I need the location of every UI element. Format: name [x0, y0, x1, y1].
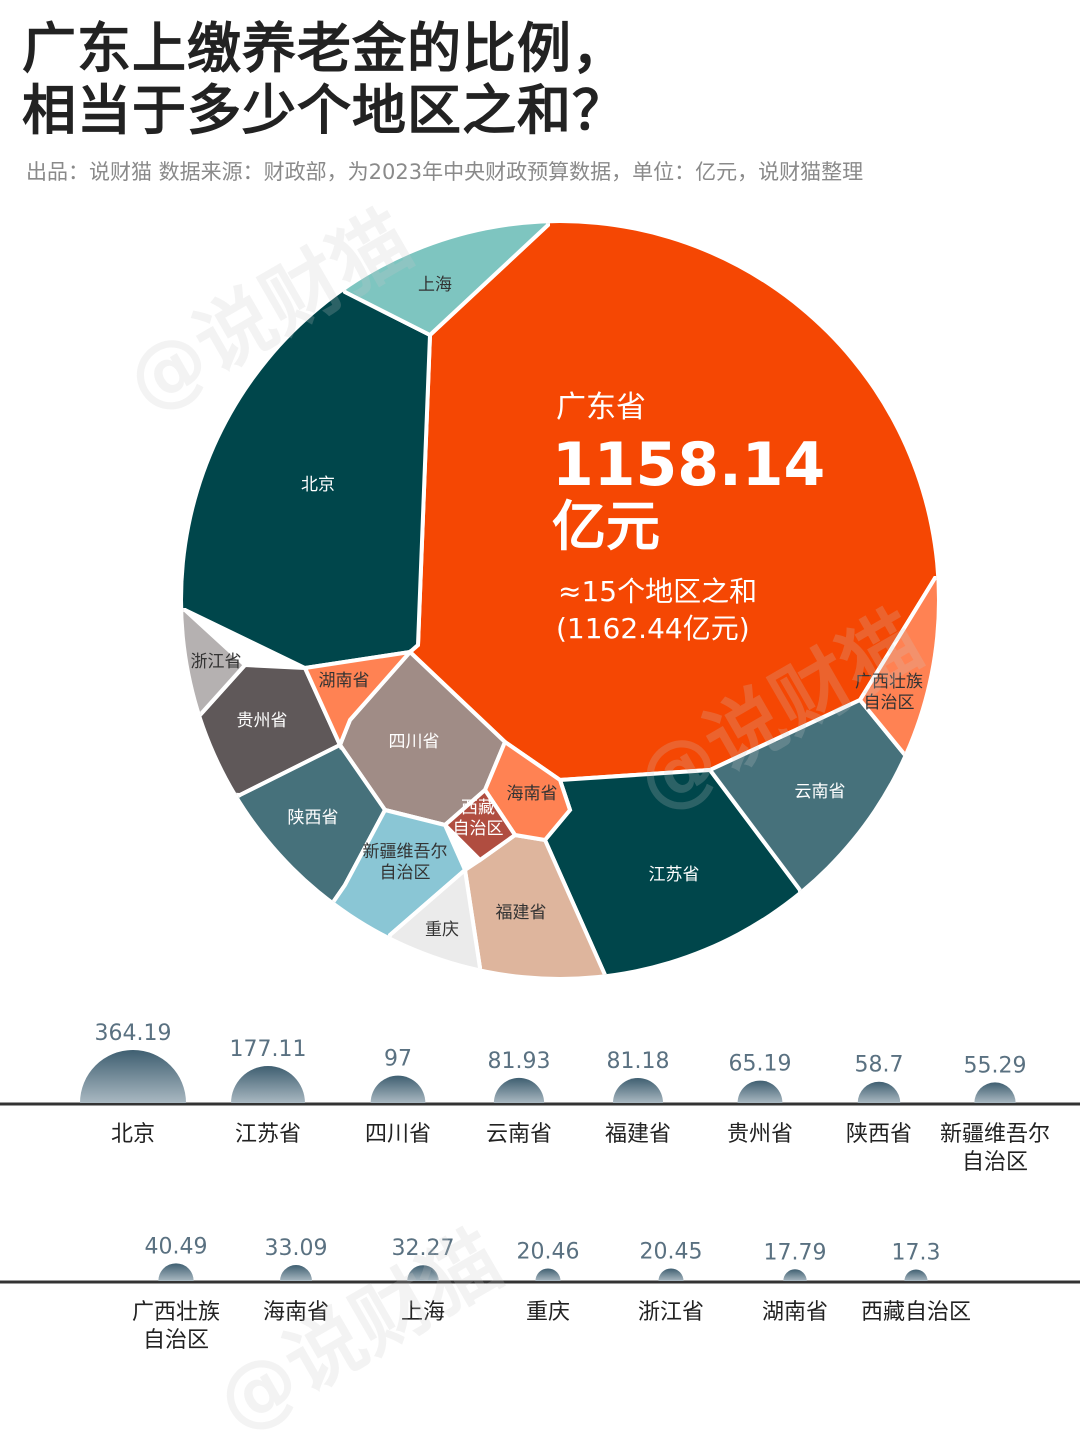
guangdong-callout: 广东省 1158.14 亿元 ≈15个地区之和 (1162.44亿元) [552, 390, 825, 645]
bubble-category-label: 上海 [401, 1300, 445, 1325]
bubble-category-label: 陕西省 [846, 1122, 912, 1147]
voronoi-label: 贵州省 [237, 711, 288, 731]
bubble-value-label: 17.3 [892, 1240, 941, 1265]
bubble [231, 1066, 305, 1103]
bubble [280, 1265, 312, 1281]
bubble [737, 1080, 783, 1103]
voronoi-label: 北京 [301, 475, 335, 495]
bubble [658, 1268, 684, 1281]
voronoi-label: 海南省 [507, 784, 558, 804]
bubble [904, 1269, 928, 1281]
chart-canvas: 北京江苏省四川省云南省福建省贵州省陕西省新疆维吾尔自治区广西壮族自治区海南省上海… [0, 223, 1080, 1353]
voronoi-label: 浙江省 [191, 652, 242, 672]
bubble [535, 1268, 561, 1281]
bubble-category-label: 江苏省 [235, 1122, 301, 1147]
bubble-value-label: 58.7 [855, 1053, 904, 1078]
bubble [370, 1075, 426, 1103]
bubble [80, 1050, 186, 1103]
bubble [158, 1263, 194, 1281]
voronoi-label: 新疆维吾尔自治区 [363, 842, 448, 883]
page-title: 广东上缴养老金的比例， 相当于多少个地区之和？ [22, 18, 627, 142]
voronoi-cell [302, 649, 416, 751]
voronoi-label: 重庆 [425, 920, 459, 940]
bubble-value-label: 33.09 [265, 1236, 328, 1261]
bubble-category-label: 新疆维吾尔自治区 [940, 1122, 1050, 1175]
title-line-1: 广东上缴养老金的比例， [22, 17, 627, 80]
voronoi-label: 云南省 [795, 782, 846, 802]
voronoi-label: 江苏省 [649, 865, 700, 885]
highlight-note: ≈15个地区之和 [558, 575, 757, 608]
highlight-name: 广东省 [556, 390, 646, 425]
voronoi-label: 上海 [418, 275, 452, 295]
voronoi-label: 陕西省 [288, 808, 339, 828]
title-line-2: 相当于多少个地区之和？ [22, 79, 627, 142]
bubble [407, 1265, 439, 1281]
highlight-sum: (1162.44亿元) [556, 612, 750, 645]
bubble-category-label: 浙江省 [638, 1300, 704, 1325]
bubble-value-label: 20.46 [517, 1239, 580, 1264]
bubble-category-label: 西藏自治区 [861, 1300, 971, 1325]
bubble-category-label: 海南省 [263, 1300, 329, 1325]
bubble-category-label: 北京 [111, 1122, 155, 1147]
highlight-unit: 亿元 [552, 495, 660, 558]
bubble-category-label: 福建省 [605, 1122, 671, 1147]
bubble [857, 1081, 901, 1103]
voronoi-cell [442, 786, 518, 863]
bubble-value-label: 177.11 [230, 1037, 307, 1062]
highlight-value: 1158.14 [552, 430, 825, 500]
bubble-category-label: 贵州省 [727, 1122, 793, 1147]
bubble [783, 1269, 807, 1281]
bubble-value-label: 17.79 [764, 1240, 827, 1265]
voronoi-label: 湖南省 [319, 671, 370, 691]
voronoi-cell [183, 608, 248, 723]
bubble-value-label: 364.19 [95, 1021, 172, 1046]
bubble-category-label: 湖南省 [762, 1300, 828, 1325]
voronoi-cell [857, 576, 937, 824]
bubble-value-label: 81.93 [488, 1049, 551, 1074]
bubble [493, 1077, 545, 1103]
bubble-value-label: 40.49 [145, 1234, 208, 1259]
subtitle: 出品：说财猫 数据来源：财政部，为2023年中央财政预算数据，单位：亿元，说财猫… [26, 160, 864, 184]
bubble-category-label: 云南省 [486, 1122, 552, 1147]
bubble-value-label: 97 [384, 1047, 412, 1072]
bubble-category-label: 广西壮族自治区 [132, 1300, 220, 1353]
voronoi-label: 广西壮族自治区 [855, 672, 923, 713]
bubble-value-label: 32.27 [392, 1236, 455, 1261]
bubble-value-label: 20.45 [640, 1239, 703, 1264]
bubble [612, 1077, 664, 1103]
bubble-value-label: 81.18 [607, 1049, 670, 1074]
voronoi-label: 福建省 [496, 903, 547, 923]
bubble-value-label: 65.19 [729, 1052, 792, 1077]
bubble-category-label: 重庆 [526, 1300, 570, 1325]
bubble [974, 1082, 1016, 1103]
voronoi-label: 四川省 [389, 732, 440, 752]
voronoi-label: 西藏自治区 [453, 798, 504, 839]
bubble-chart: 364.19 北京 177.11 江苏省 97 四川省 81.93 云南省 81.18 福建省 65… [0, 1021, 1080, 1353]
bubble-value-label: 55.29 [964, 1053, 1027, 1078]
bubble-category-label: 四川省 [365, 1122, 431, 1147]
